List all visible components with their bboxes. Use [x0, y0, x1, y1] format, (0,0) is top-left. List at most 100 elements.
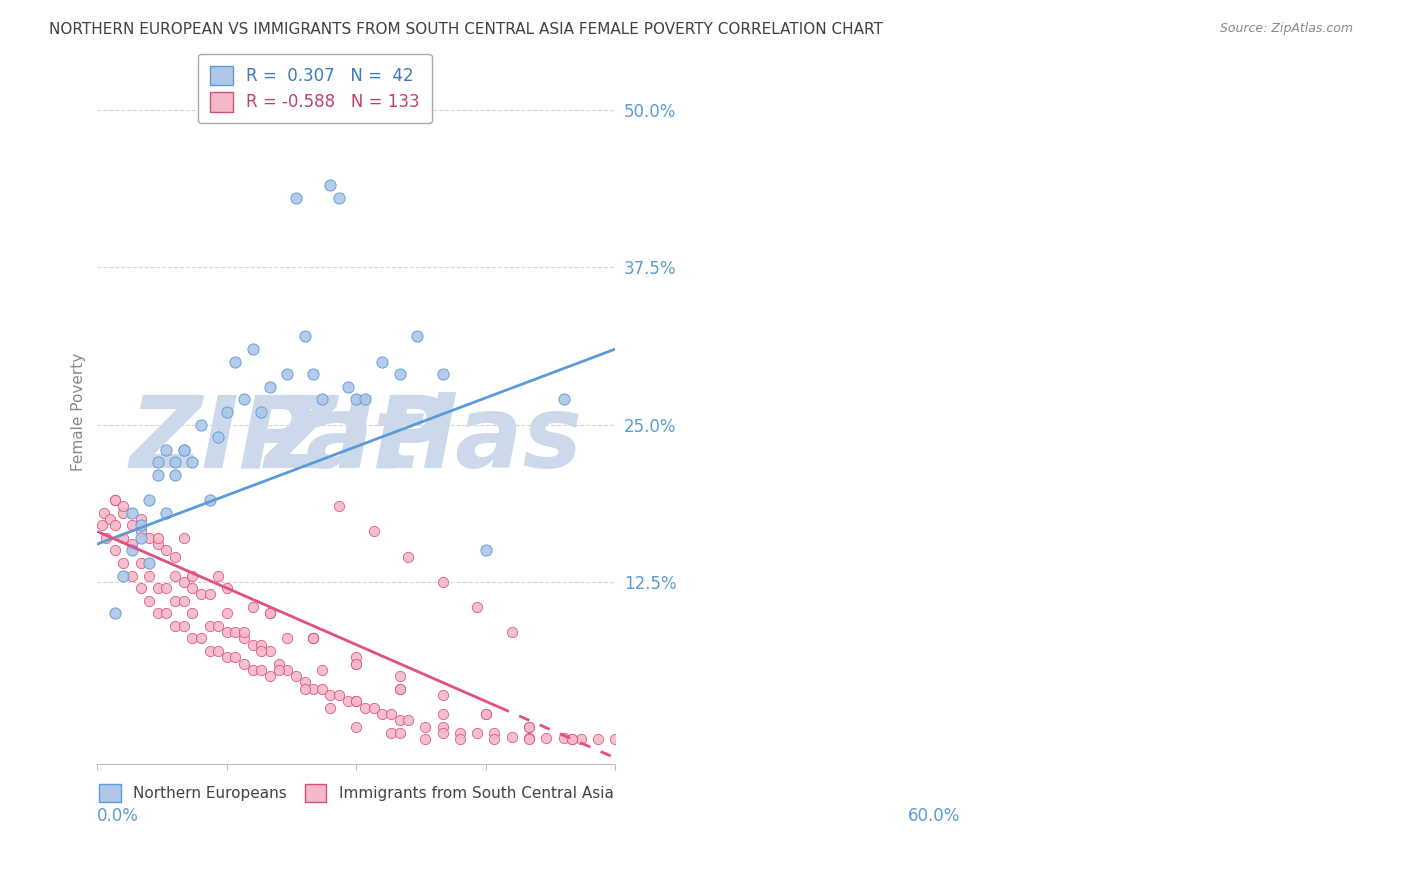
Point [354, 700, 377, 714]
Point [536, 731, 558, 745]
Point [276, 663, 298, 677]
Point [233, 632, 256, 646]
Point [207, 644, 229, 658]
Text: ZIPatlas: ZIPatlas [129, 392, 583, 489]
Point [138, 593, 160, 607]
Point [319, 700, 342, 714]
Point [104, 493, 127, 508]
Point [449, 732, 471, 747]
Point [146, 581, 169, 595]
Point [344, 694, 367, 708]
Point [517, 719, 540, 733]
Point [121, 537, 143, 551]
Point [224, 354, 246, 368]
Point [311, 681, 333, 696]
Point [155, 581, 177, 595]
Point [181, 581, 204, 595]
Text: 0.0%: 0.0% [97, 806, 139, 824]
Point [224, 625, 246, 640]
Point [311, 663, 333, 677]
Point [250, 644, 273, 658]
Point [112, 568, 135, 582]
Point [215, 625, 238, 640]
Point [207, 430, 229, 444]
Point [242, 663, 264, 677]
Point [259, 644, 281, 658]
Point [90, 518, 112, 533]
Point [517, 719, 540, 733]
Point [155, 442, 177, 457]
Point [129, 512, 152, 526]
Point [181, 632, 204, 646]
Point [388, 367, 411, 381]
Point [396, 713, 419, 727]
Point [517, 731, 540, 745]
Point [146, 455, 169, 469]
Point [344, 657, 367, 671]
Point [173, 593, 195, 607]
Point [259, 380, 281, 394]
Point [465, 599, 488, 614]
Point [181, 607, 204, 621]
Point [432, 688, 454, 702]
Point [380, 726, 402, 740]
Point [415, 732, 437, 747]
Point [207, 619, 229, 633]
Point [138, 493, 160, 508]
Point [165, 568, 187, 582]
Point [155, 543, 177, 558]
Point [129, 581, 152, 595]
Point [501, 730, 523, 744]
Point [388, 681, 411, 696]
Point [475, 543, 498, 558]
Point [449, 726, 471, 740]
Point [388, 726, 411, 740]
Point [388, 669, 411, 683]
Point [198, 619, 221, 633]
Point [380, 706, 402, 721]
Point [242, 599, 264, 614]
Point [267, 657, 290, 671]
Point [121, 568, 143, 582]
Point [371, 706, 394, 721]
Point [344, 719, 367, 733]
Point [190, 587, 212, 601]
Point [129, 556, 152, 570]
Point [561, 732, 583, 747]
Point [242, 638, 264, 652]
Point [465, 726, 488, 740]
Point [129, 518, 152, 533]
Point [190, 632, 212, 646]
Point [155, 607, 177, 621]
Point [302, 632, 325, 646]
Point [484, 732, 506, 747]
Point [484, 726, 506, 740]
Point [129, 524, 152, 539]
Point [328, 688, 350, 702]
Point [432, 574, 454, 589]
Point [155, 506, 177, 520]
Point [553, 392, 575, 407]
Point [250, 405, 273, 419]
Point [294, 329, 316, 343]
Point [207, 568, 229, 582]
Point [104, 518, 127, 533]
Point [276, 367, 298, 381]
Point [344, 392, 367, 407]
Point [294, 675, 316, 690]
Y-axis label: Female Poverty: Female Poverty [72, 353, 86, 471]
Point [181, 568, 204, 582]
Point [396, 549, 419, 564]
Point [242, 342, 264, 356]
Point [112, 556, 135, 570]
Point [181, 455, 204, 469]
Point [165, 549, 187, 564]
Point [432, 367, 454, 381]
Point [267, 663, 290, 677]
Point [388, 681, 411, 696]
Point [129, 531, 152, 545]
Point [319, 178, 342, 193]
Point [276, 632, 298, 646]
Point [94, 531, 117, 545]
Point [328, 500, 350, 514]
